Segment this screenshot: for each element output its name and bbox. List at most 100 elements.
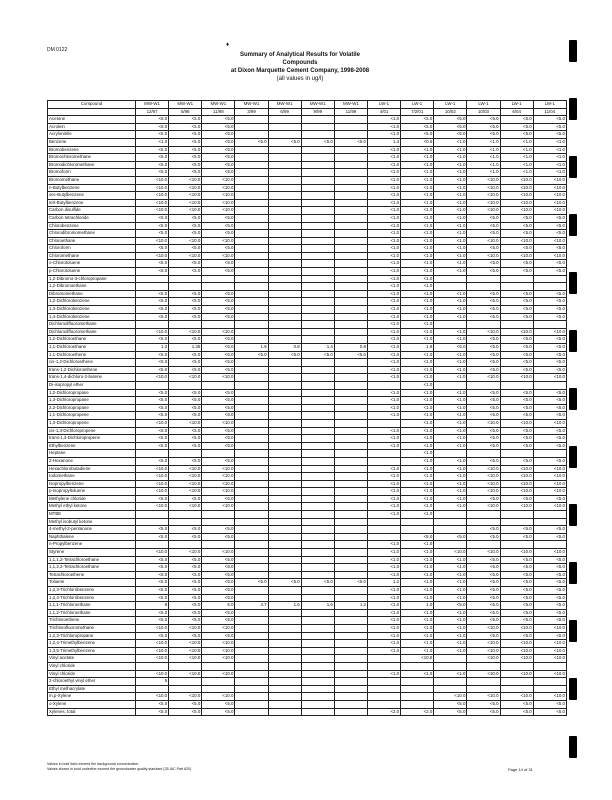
result-value: <10.0 bbox=[201, 654, 236, 663]
table-row: Acetone <5.0 <5.0 <5.0 <1.0 <5.0 <5.0 <5.0 <5.0 <… bbox=[47, 115, 568, 124]
result-value: <1.0 bbox=[366, 563, 402, 572]
result-value: <5.0 bbox=[134, 411, 170, 420]
result-value bbox=[168, 510, 203, 519]
result-value bbox=[300, 380, 335, 390]
result-value bbox=[234, 365, 269, 375]
result-value: <10.0 bbox=[499, 175, 534, 185]
result-value bbox=[300, 403, 335, 413]
result-value bbox=[234, 198, 269, 208]
result-value bbox=[234, 464, 269, 474]
result-value bbox=[267, 160, 302, 170]
result-value: <1.0 bbox=[400, 593, 435, 603]
table-row: p-Isopropyltoluene <10.0 <10.0 <10.0 <1.0 <1.… bbox=[47, 487, 568, 496]
result-value bbox=[134, 380, 170, 390]
compound-name: 1,4-Dichlorobenzene bbox=[47, 312, 136, 322]
result-value bbox=[366, 418, 402, 428]
result-value bbox=[300, 472, 335, 481]
result-value bbox=[267, 616, 302, 625]
table-row: m,p-Xylene <10.0 <10.0 <10.0 <10.0 <10.0 <10.0… bbox=[47, 692, 568, 701]
result-value: <1.0 bbox=[466, 160, 501, 170]
result-value: <5.0 bbox=[134, 160, 170, 170]
table-row: Methyl ethyl ketone <10.0 <10.0 <10.0 <1.0 <1… bbox=[47, 502, 568, 512]
compound-name: trans-1,3-Dichloropropene bbox=[47, 434, 136, 443]
compound-name: 2-chloroethyl vinyl ether bbox=[47, 677, 136, 686]
result-value: <5.0 bbox=[134, 525, 170, 534]
result-value: <5.0 bbox=[466, 593, 501, 603]
result-value: <5.0 bbox=[499, 396, 534, 405]
result-value bbox=[466, 380, 501, 390]
result-value bbox=[267, 175, 302, 185]
result-value bbox=[267, 441, 302, 451]
column-header: MW-W1 bbox=[267, 100, 302, 109]
result-value: <1.0 bbox=[400, 236, 435, 246]
result-value bbox=[333, 191, 368, 200]
table-row: Chloroethane <10.0 <10.0 <10.0 <1.0 <1.0 <1.0 <… bbox=[47, 236, 568, 246]
result-value bbox=[300, 373, 335, 382]
result-value bbox=[300, 593, 335, 603]
table-row: Toluene <5.0 <5.0 <5.0 <5.0 <5.0 <5.0 <5.0 1.2 <1… bbox=[47, 578, 568, 587]
result-value: <5.0 bbox=[466, 555, 501, 565]
result-value: <1.0 bbox=[366, 358, 402, 367]
result-value bbox=[532, 684, 568, 694]
result-value: <1.0 bbox=[366, 229, 402, 238]
result-value: <1.0 bbox=[366, 282, 402, 291]
result-value: <1.0 bbox=[366, 426, 402, 436]
result-value: <10.0 bbox=[168, 251, 203, 261]
compound-name: Methylene chloride bbox=[47, 494, 136, 504]
result-value bbox=[300, 312, 335, 322]
result-value: <10.0 bbox=[134, 639, 170, 648]
result-value bbox=[300, 122, 335, 132]
result-value: <10.0 bbox=[134, 487, 170, 496]
result-value: <10.0 bbox=[466, 183, 501, 193]
result-value bbox=[400, 692, 435, 701]
result-value: <10.0 bbox=[433, 548, 468, 557]
result-value: <5.0 bbox=[134, 555, 170, 565]
table-row: n-Butylbenzene <10.0 <10.0 <10.0 <1.0 <1.0 <1.… bbox=[47, 183, 568, 193]
result-value: <5.0 bbox=[466, 456, 501, 466]
table-row: o-Chlorotoluene <5.0 <5.0 <5.0 <1.0 <1.0 <1.0 <… bbox=[47, 259, 568, 269]
result-value: <5.0 bbox=[466, 699, 501, 709]
result-value: <10.0 bbox=[168, 472, 203, 481]
result-value bbox=[400, 661, 435, 671]
result-value: <5.0 bbox=[466, 411, 501, 420]
result-value bbox=[366, 525, 402, 534]
result-value bbox=[499, 449, 534, 458]
result-value: <5.0 bbox=[134, 259, 170, 269]
result-value: <5.0 bbox=[499, 221, 534, 231]
result-value: <5.0 bbox=[499, 601, 534, 610]
result-value: <5.0 bbox=[201, 289, 236, 299]
result-value: <1.0 bbox=[400, 259, 435, 269]
result-value: <10.0 bbox=[499, 692, 534, 701]
result-value bbox=[300, 479, 335, 489]
result-value: <5.0 bbox=[466, 358, 501, 367]
header-row: Compound MW-W1 MW-W1 MW-W1 MW-W1 MW-W1 MW-W1 MW… bbox=[47, 100, 568, 109]
result-value: <1.0 bbox=[433, 327, 468, 337]
result-value bbox=[234, 494, 269, 504]
table-row: 1,2-Dichlorobenzene <5.0 <5.0 <5.0 <1.0 <1.0 <… bbox=[47, 297, 568, 307]
result-value: <5.0 bbox=[168, 122, 203, 132]
result-value: <1.0 bbox=[433, 168, 468, 177]
compound-name: 1,1,1,2-Tetrachloroethane bbox=[47, 555, 136, 565]
compound-name: MTBE bbox=[47, 510, 136, 519]
footnote-1: Values in bold italic exceed the backgro… bbox=[47, 762, 139, 766]
result-value: <5.0 bbox=[267, 137, 302, 147]
result-value: <1.0 bbox=[366, 191, 402, 200]
column-header: LW-1 bbox=[466, 100, 501, 109]
compound-header bbox=[47, 107, 136, 117]
result-value bbox=[333, 517, 368, 527]
result-value: <10.0 bbox=[532, 479, 568, 489]
result-value bbox=[300, 456, 335, 466]
column-header: MW-W1 bbox=[134, 100, 170, 109]
result-value: <1.0 bbox=[466, 145, 501, 155]
result-value: <10.0 bbox=[532, 175, 568, 185]
result-value: <5.0 bbox=[134, 494, 170, 504]
result-value: <1.0 bbox=[433, 236, 468, 246]
result-value bbox=[333, 449, 368, 458]
result-value: <10.0 bbox=[532, 548, 568, 557]
result-value bbox=[234, 305, 269, 314]
result-value bbox=[333, 707, 368, 717]
result-value: <5.0 bbox=[201, 593, 236, 603]
result-value bbox=[300, 282, 335, 291]
result-value bbox=[134, 282, 170, 291]
compound-name: 1,1-Dichloroethene bbox=[47, 350, 136, 360]
